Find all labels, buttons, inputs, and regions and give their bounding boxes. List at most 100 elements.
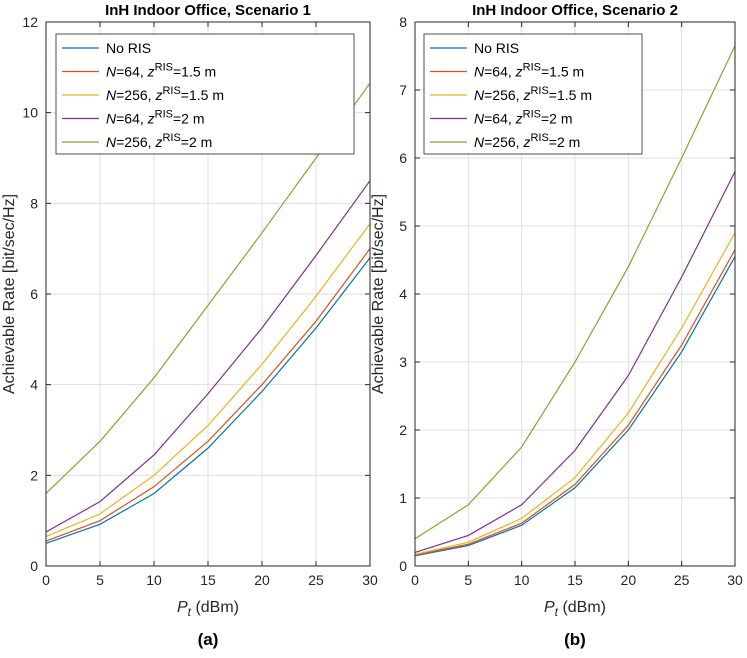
legend-entry-4: N=64, zRIS=2 m	[106, 109, 205, 127]
legend-entry-superscript: RIS	[162, 85, 180, 97]
x-tick-label: 15	[200, 572, 216, 588]
y-tick-label: 0	[30, 558, 38, 574]
legend-entry-var-n: N	[474, 111, 485, 127]
legend-entry-3: N=256, zRIS=1.5 m	[106, 85, 224, 103]
x-axis-label-unit: (dBm)	[191, 599, 239, 616]
x-axis-label-symbol: P	[177, 599, 188, 616]
x-tick-label: 25	[674, 572, 690, 588]
series-line-4	[414, 171, 736, 553]
legend-entry-z-value: =2 m	[541, 111, 573, 127]
y-tick-label: 6	[30, 286, 38, 302]
legend-entry-var-n: N	[474, 87, 485, 103]
legend-entry-4: N=64, zRIS=2 m	[474, 109, 573, 127]
x-axis-label-subscript: t	[188, 605, 192, 619]
x-axis-label: Pt (dBm)	[177, 599, 239, 619]
y-tick-label: 5	[399, 218, 407, 234]
legend-entry-var-n: N	[474, 64, 485, 80]
legend-entry-text: No RIS	[106, 40, 151, 56]
x-axis-label-subscript: t	[555, 605, 559, 619]
panel-caption: (a)	[198, 630, 219, 649]
legend-entry-1: No RIS	[106, 40, 151, 56]
y-axis-label: Achievable Rate [bit/sec/Hz]	[1, 194, 18, 394]
legend-entry-n-value: =64,	[116, 64, 148, 80]
x-axis-label-unit: (dBm)	[558, 599, 606, 616]
x-axis-label-symbol: P	[544, 599, 555, 616]
legend-entry-var-z: z	[147, 64, 155, 80]
legend-entry-n-value: =256,	[116, 134, 155, 150]
x-tick-label: 0	[42, 572, 50, 588]
chart-title: InH Indoor Office, Scenario 1	[105, 2, 311, 19]
legend-entry-2: N=64, zRIS=1.5 m	[106, 62, 216, 80]
legend-entry-z-value: =1.5 m	[181, 87, 224, 103]
legend-entry-var-z: z	[515, 64, 523, 80]
y-tick-label: 3	[399, 354, 407, 370]
legend-entry-z-value: =1.5 m	[549, 87, 592, 103]
legend-entry-z-value: =2 m	[549, 134, 581, 150]
legend-entry-var-z: z	[154, 134, 162, 150]
y-tick-label: 6	[399, 150, 407, 166]
x-tick-label: 20	[254, 572, 270, 588]
legend-box	[55, 33, 355, 155]
series-line-2	[45, 248, 371, 542]
x-tick-label: 30	[362, 572, 378, 588]
chart-title: InH Indoor Office, Scenario 2	[472, 2, 678, 19]
y-axis-label: Achievable Rate [bit/sec/Hz]	[370, 194, 387, 394]
legend-entry-n-value: =256,	[484, 134, 523, 150]
series-line-5	[414, 45, 736, 540]
series-line-4	[45, 180, 371, 533]
legend-entry-superscript: RIS	[155, 109, 173, 121]
legend-entry-z-value: =1.5 m	[173, 64, 216, 80]
legend-entry-var-z: z	[522, 134, 530, 150]
legend-entry-z-value: =2 m	[181, 134, 213, 150]
y-tick-label: 12	[22, 14, 38, 30]
legend-entry-var-z: z	[154, 87, 162, 103]
chart-panel-b: 0 5 10 15 20 25 30 0 1 2 3 4 5 6 7 8 InH Indoor Office, …	[370, 2, 743, 649]
legend-entry-1: No RIS	[474, 40, 519, 56]
legend-entry-var-z: z	[522, 87, 530, 103]
legend-entry-var-n: N	[106, 87, 117, 103]
legend-entry-z-value: =1.5 m	[541, 64, 584, 80]
legend-entry-var-z: z	[147, 111, 155, 127]
y-tick-label: 7	[399, 82, 407, 98]
legend-entry-text: No RIS	[474, 40, 519, 56]
legend-entry-superscript: RIS	[162, 132, 180, 144]
x-tick-label: 25	[308, 572, 324, 588]
series-line-3	[45, 223, 371, 538]
legend-entry-var-n: N	[106, 64, 117, 80]
legend-entry-n-value: =256,	[116, 87, 155, 103]
x-axis-label: Pt (dBm)	[544, 599, 606, 619]
series-line-2	[414, 249, 736, 556]
x-tick-label: 10	[514, 572, 530, 588]
legend-entry-n-value: =256,	[484, 87, 523, 103]
legend-entry-2: N=64, zRIS=1.5 m	[474, 62, 584, 80]
legend-entry-superscript: RIS	[530, 85, 548, 97]
legend-entry-var-n: N	[474, 134, 485, 150]
legend-entry-z-value: =2 m	[173, 111, 205, 127]
y-tick-label: 0	[399, 558, 407, 574]
x-tick-label: 15	[567, 572, 583, 588]
y-tick-label: 4	[399, 286, 407, 302]
series-line-1	[414, 256, 736, 557]
legend-entry-var-n: N	[106, 111, 117, 127]
series-line-1	[45, 257, 371, 544]
legend-entry-5: N=256, zRIS=2 m	[106, 132, 212, 150]
legend-entry-var-z: z	[515, 111, 523, 127]
legend-entry-superscript: RIS	[530, 132, 548, 144]
x-tick-label: 5	[96, 572, 104, 588]
legend-entry-n-value: =64,	[116, 111, 148, 127]
series-line-5	[45, 82, 371, 494]
legend-entry-superscript: RIS	[523, 109, 541, 121]
y-tick-label: 4	[30, 377, 38, 393]
legend-entry-superscript: RIS	[155, 62, 173, 74]
chart-panel-a: 0 5 10 15 20 25 30 0 2 4 6 8 10 12 InH Indoor Office, …	[1, 2, 378, 649]
y-tick-label: 8	[399, 14, 407, 30]
x-tick-label: 5	[464, 572, 472, 588]
x-tick-label: 10	[146, 572, 162, 588]
legend-entry-var-n: N	[106, 134, 117, 150]
legend-entry-5: N=256, zRIS=2 m	[474, 132, 580, 150]
y-tick-label: 8	[30, 195, 38, 211]
x-tick-label: 30	[727, 572, 743, 588]
